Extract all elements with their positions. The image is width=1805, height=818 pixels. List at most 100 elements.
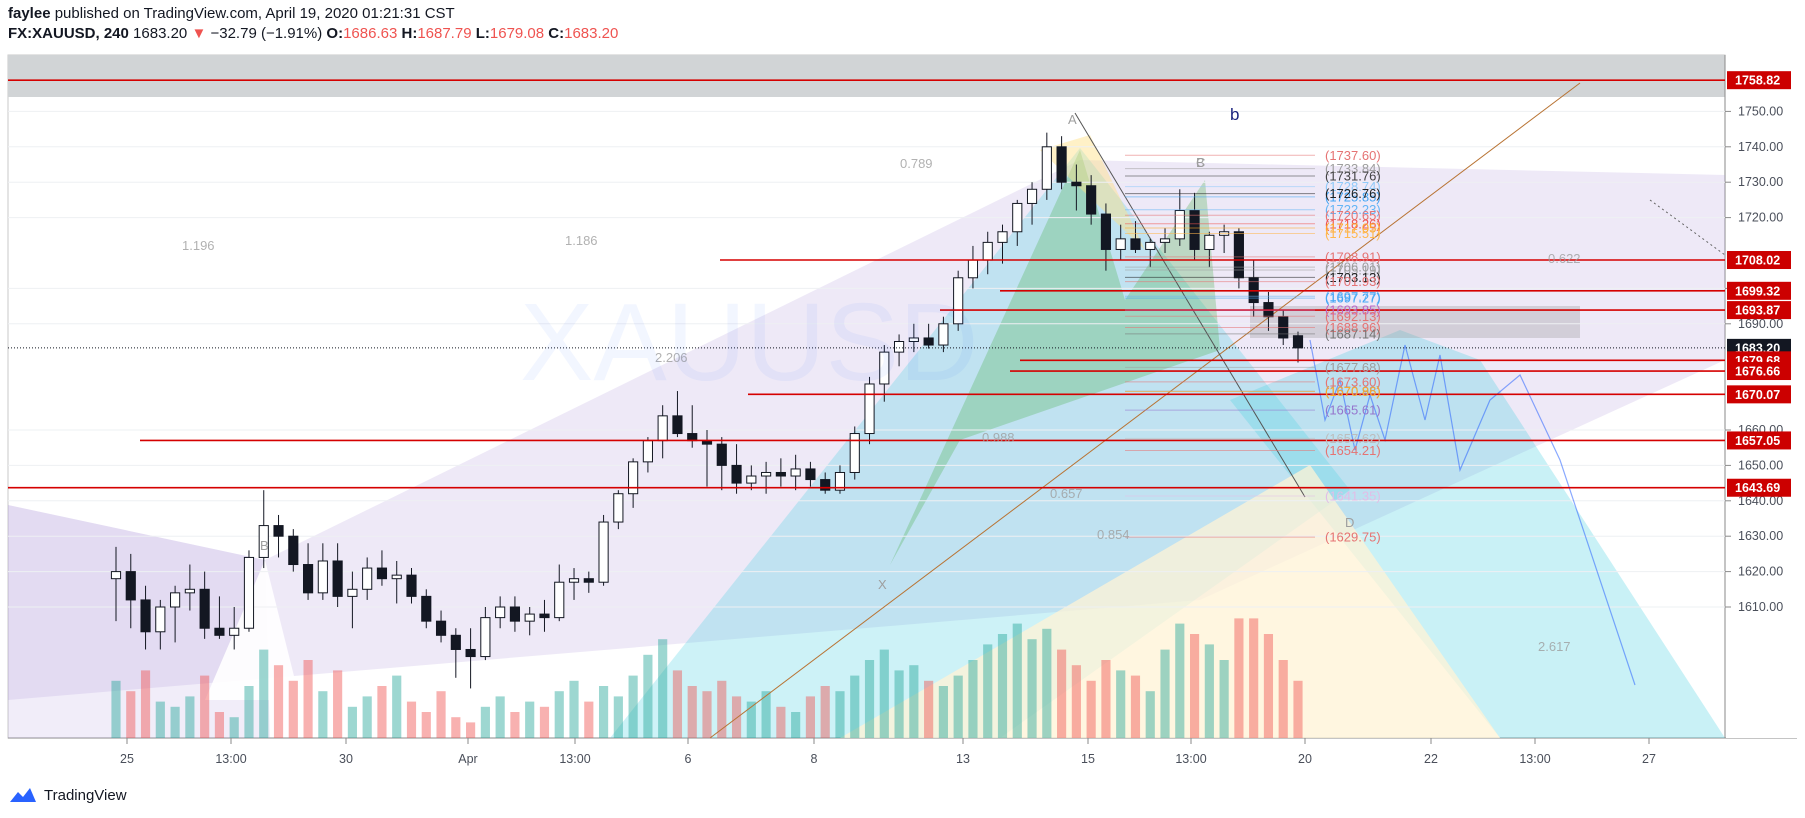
candle-body[interactable]	[849, 433, 860, 473]
projection-label[interactable]: (1703.13)	[1325, 270, 1381, 285]
candle-body[interactable]	[376, 567, 388, 580]
candle-body[interactable]	[1233, 231, 1244, 279]
projection-label[interactable]: (1670.98)	[1325, 384, 1381, 399]
candle-body[interactable]	[524, 613, 535, 622]
projection-label[interactable]: (1687.14)	[1325, 326, 1381, 341]
projection-label[interactable]: (1670.86)	[1325, 384, 1381, 399]
candle-body[interactable]	[1100, 213, 1112, 250]
time-axis[interactable]: 25 13:00 30 Apr 13:00 6 8 13 15 13:00 20 22 13:00 27	[120, 738, 1656, 766]
candle-body[interactable]	[1174, 210, 1185, 240]
candle-body[interactable]	[554, 581, 565, 619]
projection-label[interactable]: (1641.35)	[1325, 489, 1381, 504]
projection-label[interactable]: (1733.84)	[1325, 161, 1381, 176]
candle-body[interactable]	[716, 443, 727, 466]
candle-body[interactable]	[834, 471, 846, 491]
candle-body[interactable]	[125, 571, 136, 601]
candle-body[interactable]	[672, 415, 683, 435]
candle-body[interactable]	[1026, 188, 1038, 204]
candle-body[interactable]	[465, 648, 476, 658]
projection-label[interactable]: (1629.75)	[1325, 530, 1381, 545]
descending-arrow-line[interactable]	[1074, 112, 1306, 498]
candle-body[interactable]	[1071, 181, 1082, 187]
candle-body[interactable]	[628, 461, 639, 495]
symbol-label[interactable]: FX:XAUUSD, 240	[8, 25, 129, 42]
candle-body[interactable]	[243, 556, 255, 629]
candle-body[interactable]	[140, 599, 151, 633]
candle-body[interactable]	[1115, 238, 1126, 250]
candle-body[interactable]	[598, 521, 609, 583]
projection-label[interactable]: (1715.51)	[1325, 226, 1381, 241]
publisher-name[interactable]: faylee	[8, 5, 51, 22]
candle-body[interactable]	[347, 588, 358, 597]
candle-body[interactable]	[746, 475, 757, 484]
candle-body[interactable]	[509, 606, 521, 622]
projection-label[interactable]: (1708.91)	[1325, 249, 1381, 264]
candle-body[interactable]	[332, 560, 343, 597]
candle-body[interactable]	[1159, 238, 1171, 243]
projection-label[interactable]: (1720.65)	[1325, 208, 1381, 223]
candle-body[interactable]	[1086, 185, 1097, 215]
candle-body[interactable]	[273, 525, 284, 537]
projection-label[interactable]: (1677.68)	[1325, 360, 1381, 375]
candle-body[interactable]	[450, 634, 461, 650]
projection-label[interactable]: (1726.76)	[1325, 186, 1381, 201]
dotted-right-line[interactable]	[1649, 199, 1726, 256]
candle-body[interactable]	[908, 337, 919, 342]
candle-body[interactable]	[761, 471, 772, 477]
candle-body[interactable]	[199, 588, 210, 629]
candle-body[interactable]	[110, 571, 122, 580]
wave-label-b[interactable]: b	[1230, 105, 1239, 124]
candle-body[interactable]	[539, 613, 550, 619]
projection-label[interactable]: (1693.85)	[1325, 303, 1381, 318]
projection-label[interactable]: (1728.74)	[1325, 179, 1381, 194]
candle-body[interactable]	[317, 560, 328, 594]
candle-body[interactable]	[1292, 335, 1304, 349]
projection-label[interactable]: (1697.77)	[1325, 289, 1381, 304]
price-tag-label[interactable]: 1693.87	[1735, 304, 1780, 318]
candle-body[interactable]	[214, 627, 225, 636]
candle-body[interactable]	[583, 578, 594, 583]
candle-body[interactable]	[391, 574, 402, 580]
candle-body[interactable]	[805, 468, 816, 481]
candle-body[interactable]	[997, 231, 1008, 243]
candle-body[interactable]	[495, 606, 506, 619]
projection-label[interactable]: (1731.76)	[1325, 168, 1381, 183]
candle-body[interactable]	[435, 620, 447, 636]
candle-body[interactable]	[1056, 146, 1067, 183]
projection-label[interactable]: (1657.62)	[1325, 431, 1381, 446]
candle-body[interactable]	[982, 241, 993, 261]
candle-body[interactable]	[731, 464, 742, 484]
candle-body[interactable]	[184, 588, 195, 594]
candle-body[interactable]	[170, 592, 181, 608]
candle-body[interactable]	[953, 277, 964, 325]
candle-body[interactable]	[864, 383, 875, 435]
candle-body[interactable]	[258, 525, 269, 558]
candle-body[interactable]	[923, 337, 934, 346]
projection-label[interactable]: (1706.01)	[1325, 260, 1381, 275]
projection-label[interactable]: (1701.93)	[1325, 274, 1381, 289]
candle-body[interactable]	[1145, 241, 1156, 250]
candle-body[interactable]	[1130, 238, 1141, 250]
candle-body[interactable]	[421, 595, 432, 622]
candle-body[interactable]	[820, 479, 831, 491]
candle-body[interactable]	[642, 440, 653, 463]
candle-body[interactable]	[879, 351, 890, 385]
projection-label[interactable]: (1717.05)	[1325, 221, 1381, 236]
candle-body[interactable]	[362, 567, 373, 590]
projection-label[interactable]: (1665.61)	[1325, 403, 1381, 418]
price-tag-label[interactable]: 1670.07	[1735, 388, 1780, 402]
candle-body[interactable]	[288, 535, 299, 566]
candle-body[interactable]	[568, 578, 580, 583]
candle-body[interactable]	[790, 468, 801, 477]
candle-body[interactable]	[480, 617, 491, 658]
price-tag-label[interactable]: 1657.05	[1735, 434, 1780, 448]
candle-body[interactable]	[1189, 210, 1200, 250]
projection-label[interactable]: (1697.27)	[1325, 291, 1381, 306]
projection-label[interactable]: (1654.21)	[1325, 443, 1381, 458]
price-tag-label[interactable]: 1676.66	[1735, 365, 1780, 379]
projection-label[interactable]: (1692.13)	[1325, 309, 1381, 324]
candle-body[interactable]	[1204, 234, 1215, 250]
tradingview-footer[interactable]: TradingView	[8, 786, 127, 804]
price-tag-label[interactable]: 1708.02	[1735, 254, 1780, 268]
